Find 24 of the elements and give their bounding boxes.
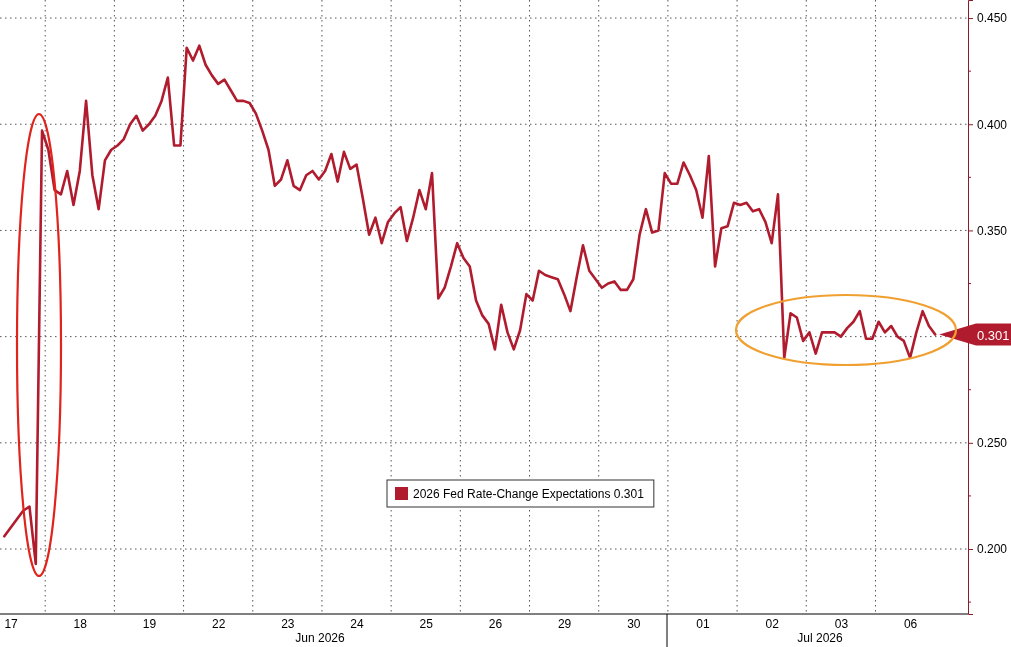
x-tick-label: 06 <box>903 616 918 631</box>
x-tick-label: 19 <box>142 616 157 631</box>
x-tick-label: 02 <box>765 616 780 631</box>
x-tick-label: 01 <box>696 616 710 631</box>
x-tick-label: 23 <box>281 616 295 631</box>
x-tick-label: 22 <box>211 616 226 631</box>
x-tick-label: 24 <box>350 616 365 631</box>
x-tick-label: 30 <box>627 616 641 631</box>
x-tick-label: 17 <box>4 616 19 631</box>
x-tick-label: 25 <box>419 616 434 631</box>
data-label: 0.301 <box>977 327 1010 343</box>
x-tick-label: 18 <box>73 616 88 631</box>
y-tick-label: 0.200 <box>977 542 1008 557</box>
y-tick-label: 0.250 <box>977 436 1008 451</box>
text: Jun 2026 <box>295 631 346 645</box>
line-series <box>3 44 937 566</box>
y-tick-label: 0.400 <box>977 117 1008 132</box>
y-tick-label: 0.350 <box>977 223 1008 238</box>
y-tick-label: 0.450 <box>977 11 1008 26</box>
x-tick-label: 03 <box>834 616 849 631</box>
legend-label: 2026 Fed Rate-Change Expectations 0.301 <box>413 487 645 501</box>
x-tick-label: 29 <box>557 616 572 631</box>
x-tick-label: 26 <box>488 616 503 631</box>
text: Jul 2026 <box>797 631 844 645</box>
